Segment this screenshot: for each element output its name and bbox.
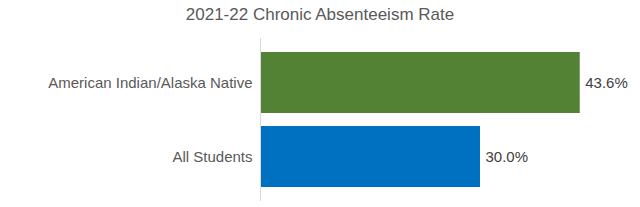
svg-text:30.0%: 30.0% <box>486 148 529 165</box>
svg-text:All Students: All Students <box>172 148 252 165</box>
svg-text:43.6%: 43.6% <box>585 74 628 91</box>
svg-text:American Indian/Alaska Native: American Indian/Alaska Native <box>48 74 252 91</box>
html-text:2021-22 Chronic Absenteeism Ra: 2021-22 Chronic Absenteeism Rate <box>185 5 455 24</box>
